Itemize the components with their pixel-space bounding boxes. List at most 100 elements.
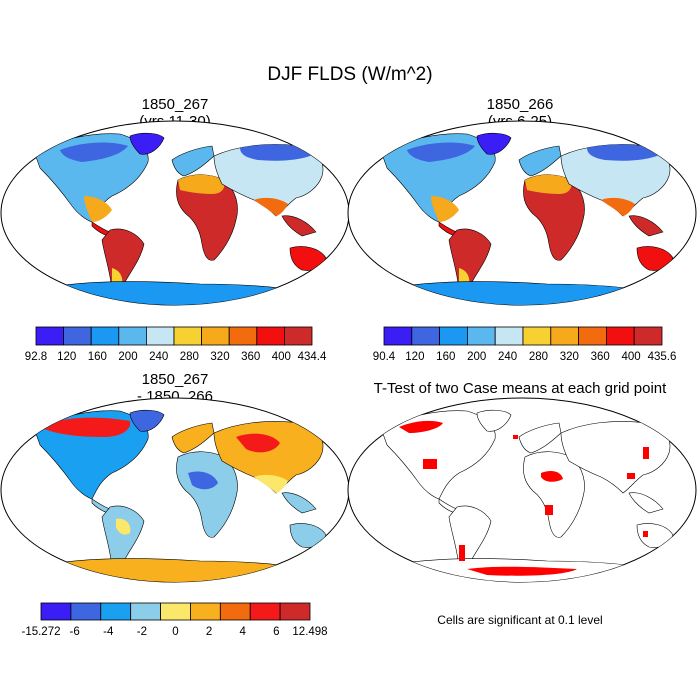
panel3-colorbar-box-1 xyxy=(70,602,102,621)
panel1-siberia xyxy=(240,144,318,161)
figure-title: DJF FLDS (W/m^2) xyxy=(267,64,433,85)
panel2-title-line1: 1850_266 xyxy=(486,96,554,113)
panel4-title: T-Test of two Case means at each grid po… xyxy=(373,380,667,397)
panel2-canada-cold xyxy=(407,142,475,162)
panel4-sig-south-asia xyxy=(627,473,635,479)
panel4-sig-south-america xyxy=(459,545,465,561)
panel2-colorbar-label-7: 360 xyxy=(591,351,610,363)
panel1-colorbar-box-6 xyxy=(201,326,230,346)
panel1-north-america xyxy=(34,133,149,223)
panel2-antarctica xyxy=(380,281,678,305)
panel2-greenland xyxy=(476,132,512,155)
panel1-colorbar-box-1 xyxy=(63,326,92,346)
panel2-south-asia xyxy=(601,197,635,216)
panel4-europe xyxy=(518,422,562,454)
panel1-colorbar-label-3: 200 xyxy=(118,351,137,363)
panel3-colorbar-label-1: -6 xyxy=(70,626,80,638)
panel4-greenland xyxy=(476,409,512,432)
panel2-colorbar-label-6: 320 xyxy=(560,351,579,363)
panel1-colorbar-label-4: 240 xyxy=(149,351,168,363)
panel3-colorbar-box-4 xyxy=(160,602,191,621)
panel1-north-africa xyxy=(178,174,225,194)
panel2-map xyxy=(347,120,697,306)
panel3-colorbar-box-6 xyxy=(219,602,251,621)
panel1-antarctica xyxy=(33,281,331,305)
panel1-colorbar-label-6: 320 xyxy=(210,351,229,363)
panel1-colorbar-label-5: 280 xyxy=(180,351,199,363)
panel1-maritime-continent xyxy=(281,215,317,237)
panel3-map xyxy=(0,397,350,583)
panel3-colorbar-label-8: 12.498 xyxy=(292,626,327,638)
panel3-colorbar-label-7: 6 xyxy=(273,626,279,638)
panel1-colorbar-box-7 xyxy=(228,326,258,346)
panel4-sig-australia xyxy=(643,531,648,537)
panel2-colorbar-label-0: 90.4 xyxy=(373,351,396,363)
panel1-mexico xyxy=(84,196,112,222)
panel3-colorbar-box-2 xyxy=(100,602,132,621)
panel1-south-asia xyxy=(254,197,288,216)
panel2-colorbar-box-6 xyxy=(550,326,579,346)
panel1-colorbar-label-2: 160 xyxy=(88,351,107,363)
panel4-sig-central-africa xyxy=(545,505,553,515)
panel3-colorbar-box-3 xyxy=(130,602,161,621)
panel2-siberia xyxy=(587,144,665,161)
panel3-south-asia xyxy=(254,474,288,493)
panel3-greenland xyxy=(129,409,165,432)
panel2-colorbar: 90.4 120 160 200 240 280 320 360 400 435.6 xyxy=(373,326,676,363)
panel4-sig-africa xyxy=(541,471,563,482)
panel2-north-america xyxy=(381,133,496,223)
panel3-arctic-warm xyxy=(40,417,131,437)
panel3-sahel xyxy=(188,471,218,490)
panel1-colorbar-box-4 xyxy=(145,326,175,346)
panel2-europe xyxy=(518,145,562,177)
panel1-colorbar-label-9: 434.4 xyxy=(298,351,327,363)
panel4-maritime-continent xyxy=(628,492,664,514)
panel1-colorbar-label-0: 92.8 xyxy=(25,351,47,363)
panel4-sig-north-america xyxy=(423,459,437,469)
panel3-colorbar-box-0 xyxy=(40,602,72,621)
panel3-title-line1: 1850_267 xyxy=(141,371,209,388)
panel3-colorbar-label-5: 2 xyxy=(206,626,212,638)
panel2-colorbar-label-5: 280 xyxy=(529,351,548,363)
panel2-colorbar-box-5 xyxy=(522,326,552,346)
panel4-sig-arctic-canada xyxy=(399,420,443,433)
panel3-colorbar-label-4: 0 xyxy=(172,626,178,638)
panel4-sig-antarctica xyxy=(467,566,577,576)
panel3-colorbar-box-7 xyxy=(249,602,281,621)
panel3-colorbar-label-6: 4 xyxy=(240,626,247,638)
panel2-colorbar-box-3 xyxy=(466,326,496,346)
panel3-colorbar-label-0: -15.272 xyxy=(21,626,60,638)
panel2-north-africa xyxy=(525,174,572,194)
panel2-colorbar-label-2: 160 xyxy=(436,351,455,363)
panel3-amazon xyxy=(116,518,131,535)
panel2-colorbar-box-0 xyxy=(383,326,413,346)
panel3-europe xyxy=(171,422,215,454)
panel3-colorbar-label-2: -4 xyxy=(103,626,114,638)
panel2-colorbar-box-9 xyxy=(633,326,663,346)
panel3-colorbar: -15.272 -6 -4 -2 0 2 4 6 12.498 xyxy=(21,602,328,638)
panel3-antarctica xyxy=(33,558,331,582)
panel2-colorbar-box-2 xyxy=(439,326,468,346)
panel1-colorbar-box-5 xyxy=(173,326,203,346)
panel4-footnote: Cells are significant at 0.1 level xyxy=(437,613,603,627)
panel1-colorbar-box-9 xyxy=(283,326,313,346)
panel4-sig-east-asia xyxy=(643,447,649,459)
panel2-mexico xyxy=(431,196,459,222)
panel4-sig-europe xyxy=(513,435,518,439)
panel1-colorbar-label-8: 400 xyxy=(272,351,291,363)
panel1-map xyxy=(0,120,350,306)
panel1-land xyxy=(33,132,331,305)
panel2-colorbar-label-4: 240 xyxy=(498,351,517,363)
panel1-colorbar-box-0 xyxy=(35,326,65,346)
panel1-greenland xyxy=(129,132,165,155)
panel1-colorbar-box-3 xyxy=(118,326,147,346)
panel1-colorbar-label-1: 120 xyxy=(57,351,76,363)
panel1-title-line1: 1850_267 xyxy=(141,96,209,113)
panel1-europe xyxy=(171,145,215,177)
panel2-colorbar-box-8 xyxy=(606,326,635,346)
panel3-colorbar-box-8 xyxy=(279,602,311,621)
panel3-asia-warm xyxy=(236,433,280,453)
panel2-colorbar-box-4 xyxy=(494,326,524,346)
panel2-colorbar-box-1 xyxy=(411,326,440,346)
